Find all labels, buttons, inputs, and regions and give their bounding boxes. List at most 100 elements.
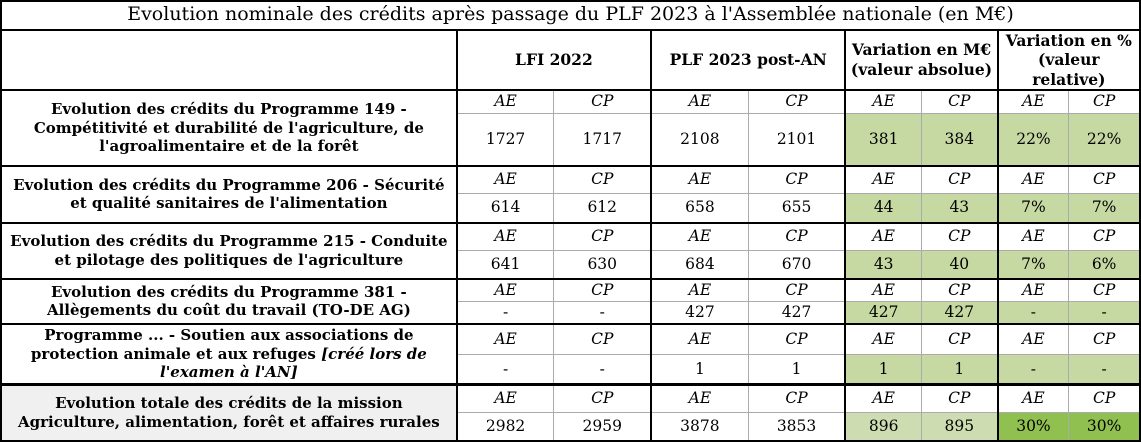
subheader-ae: AE <box>997 164 1070 195</box>
subheader-ae: AE <box>651 221 749 252</box>
value-cell: 684 <box>651 250 749 279</box>
subheader-cp: CP <box>921 221 999 252</box>
subheader-ae: AE <box>845 322 923 356</box>
column-group-variation-pct: Variation en % (valeur relative) <box>998 30 1140 90</box>
column-group-plf-2023: PLF 2023 post-AN <box>651 29 847 90</box>
subheader-cp: CP <box>1068 88 1140 115</box>
total-label: Evolution totale des crédits de la missi… <box>1 383 458 441</box>
value-cell-variation: 40 <box>921 250 999 279</box>
value-cell: 612 <box>553 193 653 223</box>
value-cell: 427 <box>651 301 749 324</box>
program-label-text: Programme ... - Soutien aux associations… <box>30 325 414 363</box>
value-cell-variation: 384 <box>921 113 999 166</box>
value-cell: 1727 <box>456 113 555 166</box>
program-label: Evolution des crédits du Programme 206 -… <box>1 164 458 223</box>
value-cell: 1 <box>651 354 749 385</box>
value-cell-variation: 44 <box>845 193 923 223</box>
program-label-text: Evolution des crédits du Programme 381 -… <box>46 282 411 320</box>
value-cell-variation: 6% <box>1068 250 1140 279</box>
subheader-cp: CP <box>1068 221 1140 252</box>
subheader-cp: CP <box>553 383 653 414</box>
subheader-ae: AE <box>845 277 923 303</box>
value-cell: 630 <box>553 250 653 279</box>
value-cell: 427 <box>748 301 847 324</box>
subheader-cp: CP <box>553 322 653 356</box>
program-label: Evolution des crédits du Programme 381 -… <box>1 277 458 324</box>
total-variation-abs-cell: 895 <box>921 412 999 441</box>
column-group-lfi-2022: LFI 2022 <box>456 29 653 90</box>
subheader-ae: AE <box>845 221 923 252</box>
value-cell-variation: - <box>1068 354 1140 385</box>
program-label-text: Evolution des crédits du Programme 215 -… <box>10 232 448 269</box>
value-cell-variation: - <box>997 301 1070 324</box>
total-value-cell: 3853 <box>748 412 847 441</box>
value-cell-variation: 22% <box>997 113 1070 166</box>
value-cell-variation: 427 <box>921 301 999 324</box>
subheader-ae: AE <box>845 164 923 195</box>
subheader-cp: CP <box>553 164 653 195</box>
total-value-cell: 2959 <box>553 412 653 441</box>
subheader-cp: CP <box>1068 277 1140 303</box>
total-value-cell: 3878 <box>651 412 749 441</box>
value-cell-variation: 7% <box>1068 193 1140 223</box>
subheader-cp: CP <box>748 221 847 252</box>
subheader-ae: AE <box>845 383 923 414</box>
subheader-ae: AE <box>456 322 555 356</box>
group-line1: Variation en M€ <box>851 40 992 60</box>
value-cell-variation: 7% <box>997 193 1070 223</box>
subheader-ae: AE <box>997 277 1070 303</box>
subheader-ae: AE <box>456 277 555 303</box>
value-cell: 2108 <box>651 113 749 166</box>
subheader-ae: AE <box>456 221 555 252</box>
value-cell: - <box>553 301 653 324</box>
group-line1: LFI 2022 <box>515 50 593 70</box>
value-cell: 614 <box>456 193 555 223</box>
value-cell: 1 <box>748 354 847 385</box>
value-cell-variation: 1 <box>921 354 999 385</box>
subheader-ae: AE <box>997 221 1070 252</box>
program-label: Evolution des crédits du Programme 215 -… <box>1 221 458 279</box>
value-cell-variation: 43 <box>845 250 923 279</box>
value-cell: 1717 <box>553 113 653 166</box>
value-cell: - <box>553 354 653 385</box>
subheader-cp: CP <box>921 383 999 414</box>
value-cell: 641 <box>456 250 555 279</box>
table-title: Evolution nominale des crédits après pas… <box>1 1 1140 31</box>
group-line2: (valeur absolue) <box>850 59 993 79</box>
value-cell: 658 <box>651 193 749 223</box>
program-label-text: Evolution des crédits du Programme 206 -… <box>13 175 445 213</box>
subheader-cp: CP <box>553 88 653 115</box>
value-cell-variation: - <box>997 354 1070 385</box>
subheader-ae: AE <box>651 88 749 115</box>
value-cell-variation: 1 <box>845 354 923 385</box>
value-cell-variation: 22% <box>1068 113 1140 166</box>
subheader-cp: CP <box>553 277 653 303</box>
subheader-cp: CP <box>921 88 999 115</box>
value-cell-variation: - <box>1068 301 1140 324</box>
program-label: Programme ... - Soutien aux associations… <box>1 322 458 385</box>
subheader-cp: CP <box>748 383 847 414</box>
subheader-ae: AE <box>997 88 1070 115</box>
value-cell-variation: 427 <box>845 301 923 324</box>
program-label-italic: [créé lors de l'examen à l'AN] <box>160 344 427 382</box>
group-line1: PLF 2023 post-AN <box>669 50 827 70</box>
value-cell: - <box>456 301 555 324</box>
subheader-ae: AE <box>651 164 749 195</box>
value-cell: 670 <box>748 250 847 279</box>
subheader-ae: AE <box>651 277 749 303</box>
subheader-cp: CP <box>921 322 999 356</box>
value-cell-variation: 381 <box>845 113 923 166</box>
subheader-cp: CP <box>748 88 847 115</box>
subheader-ae: AE <box>456 383 555 414</box>
subheader-cp: CP <box>921 277 999 303</box>
program-label: Evolution des crédits du Programme 149 -… <box>1 88 458 166</box>
total-value-cell: 2982 <box>456 412 555 441</box>
total-variation-pct-cell: 30% <box>1068 412 1140 441</box>
subheader-ae: AE <box>456 88 555 115</box>
subheader-ae: AE <box>845 88 923 115</box>
subheader-cp: CP <box>1068 383 1140 414</box>
subheader-ae: AE <box>456 164 555 195</box>
total-label-text: Evolution totale des crédits de la missi… <box>18 394 440 431</box>
